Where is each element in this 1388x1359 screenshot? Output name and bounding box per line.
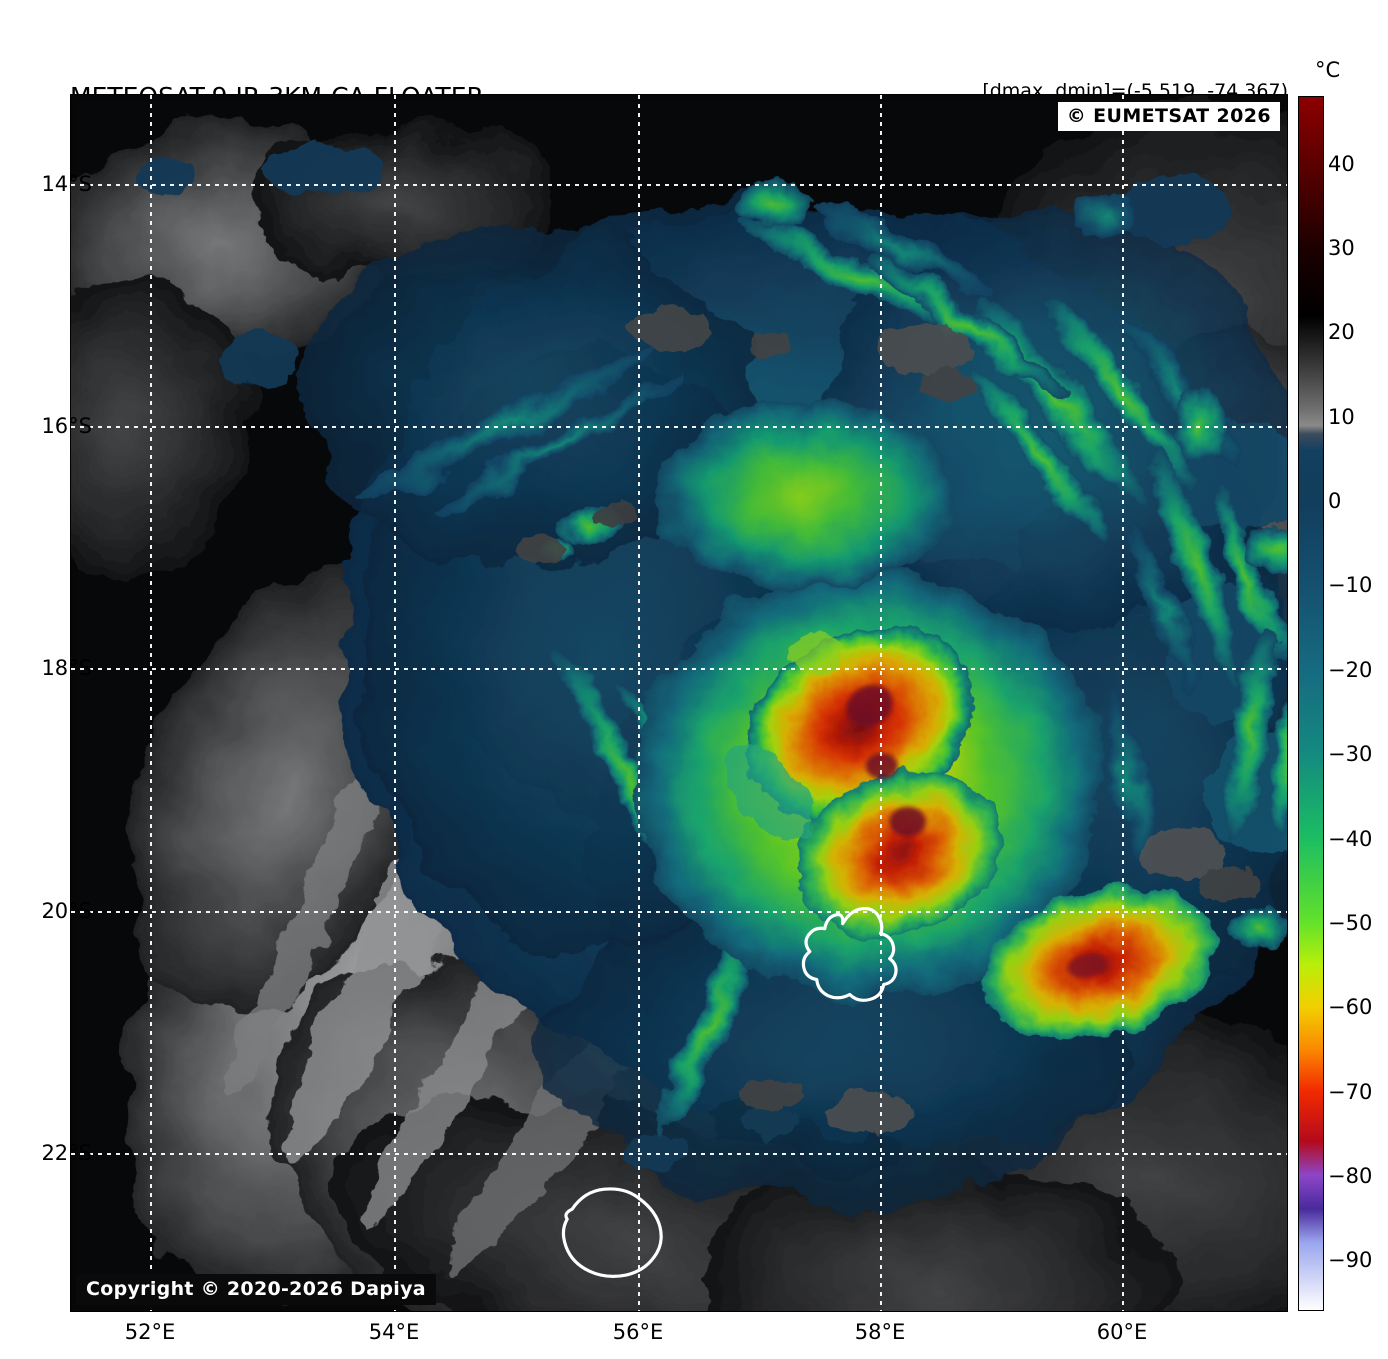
colorbar-tick-3: 10: [1328, 404, 1355, 429]
colorbar-tick-6: −20: [1328, 657, 1373, 682]
colorbar-tick-4: 0: [1328, 489, 1342, 513]
lon-tick-3: 58°E: [854, 1320, 906, 1344]
colorbar-gradient: [1298, 96, 1324, 1311]
satellite-imagery: [71, 95, 1287, 1311]
lon-tick-2: 56°E: [612, 1320, 664, 1344]
reunion-coastline: [561, 1187, 663, 1278]
colorbar[interactable]: 40 30 20 10 0 −10 −20 −30 −40 −50 −60 −70 −80 −90: [1298, 96, 1372, 1311]
lat-tick-3: 20°S: [41, 899, 92, 923]
colorbar-tick-8: −40: [1328, 826, 1373, 851]
colorbar-tick-9: −50: [1328, 910, 1373, 935]
colorbar-tick-0: 40: [1328, 151, 1355, 176]
lon-tick-1: 54°E: [368, 1320, 420, 1344]
copyright-watermark: Copyright © 2020-2026 Dapiya: [76, 1274, 436, 1305]
lat-tick-0: 14°S: [41, 172, 92, 196]
lat-tick-4: 22°S: [41, 1141, 92, 1165]
lon-tick-0: 52°E: [124, 1320, 176, 1344]
colorbar-tick-1: 30: [1328, 235, 1355, 260]
lat-tick-1: 16°S: [41, 414, 92, 438]
colorbar-tick-7: −30: [1328, 742, 1373, 767]
lat-tick-2: 18°S: [41, 656, 92, 680]
satellite-image-panel[interactable]: © EUMETSAT 2026 Copyright © 2020-2026 Da…: [70, 94, 1288, 1312]
eumetsat-watermark: © EUMETSAT 2026: [1057, 102, 1280, 131]
colorbar-tick-12: −80: [1328, 1164, 1373, 1188]
colorbar-tick-13: −90: [1328, 1248, 1373, 1273]
colorbar-tick-5: −10: [1328, 573, 1373, 598]
colorbar-tick-2: 20: [1328, 320, 1355, 345]
colorbar-unit-label: °C: [1315, 58, 1341, 82]
colorbar-tick-11: −70: [1328, 1079, 1373, 1104]
colorbar-tick-10: −60: [1328, 995, 1373, 1020]
lon-tick-4: 60°E: [1096, 1320, 1148, 1344]
